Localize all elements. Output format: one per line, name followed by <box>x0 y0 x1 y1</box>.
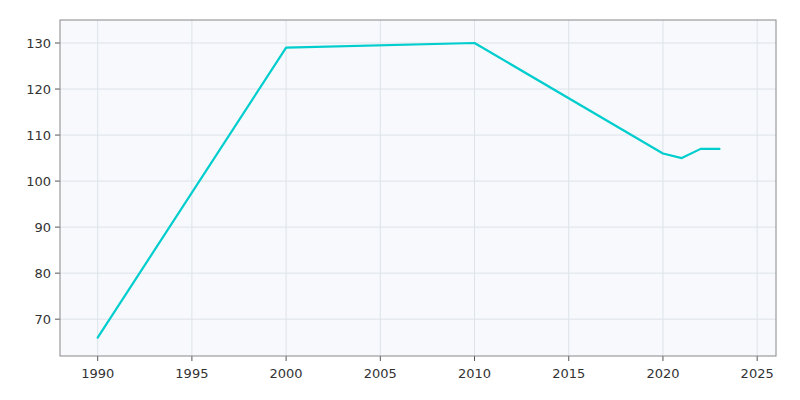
y-tick <box>55 181 60 182</box>
data-layer <box>98 43 720 338</box>
x-tick-label: 1990 <box>81 366 114 381</box>
x-grid-line <box>568 20 569 356</box>
y-grid-line <box>60 89 776 90</box>
x-tick <box>474 356 475 361</box>
y-tick-label: 80 <box>34 266 51 281</box>
y-grid-line <box>60 319 776 320</box>
chart: 1990 1995 2000 2005 2010 2015 2020 2025 70 80 90 10… <box>0 0 800 400</box>
x-tick-label: 2025 <box>741 366 774 381</box>
x-tick-label: 2000 <box>270 366 303 381</box>
x-grid-line <box>474 20 475 356</box>
y-tick <box>55 89 60 90</box>
grid <box>60 20 776 356</box>
x-tick-label: 2010 <box>458 366 491 381</box>
x-tick-label: 2005 <box>364 366 397 381</box>
y-tick <box>55 319 60 320</box>
y-grid-line <box>60 227 776 228</box>
x-tick <box>286 356 287 361</box>
y-tick-label: 70 <box>34 312 51 327</box>
x-grid-line <box>191 20 192 356</box>
y-tick-label: 100 <box>26 174 51 189</box>
x-tick-label: 2015 <box>552 366 585 381</box>
y-tick-label: 120 <box>26 82 51 97</box>
x-tick <box>568 356 569 361</box>
x-tick <box>757 356 758 361</box>
y-tick-label: 130 <box>26 36 51 51</box>
x-grid-line <box>286 20 287 356</box>
x-tick <box>191 356 192 361</box>
population-line <box>98 43 720 338</box>
x-tick <box>97 356 98 361</box>
x-grid-line <box>662 20 663 356</box>
y-grid-line <box>60 181 776 182</box>
x-grid-line <box>97 20 98 356</box>
x-tick-label: 2020 <box>646 366 679 381</box>
axes: 1990 1995 2000 2005 2010 2015 2020 2025 70 80 90 10… <box>26 36 774 381</box>
chart-container: 1990 1995 2000 2005 2010 2015 2020 2025 70 80 90 10… <box>0 0 800 400</box>
y-tick <box>55 227 60 228</box>
y-tick-label: 90 <box>34 220 51 235</box>
x-grid-line <box>380 20 381 356</box>
x-tick-label: 1995 <box>175 366 208 381</box>
x-tick <box>380 356 381 361</box>
y-grid-line <box>60 135 776 136</box>
x-tick <box>662 356 663 361</box>
y-tick <box>55 43 60 44</box>
plot-frame <box>60 20 776 356</box>
y-tick <box>55 135 60 136</box>
plot-background <box>60 20 776 356</box>
y-grid-line <box>60 273 776 274</box>
y-tick-label: 110 <box>26 128 51 143</box>
y-tick <box>55 273 60 274</box>
x-grid-line <box>757 20 758 356</box>
